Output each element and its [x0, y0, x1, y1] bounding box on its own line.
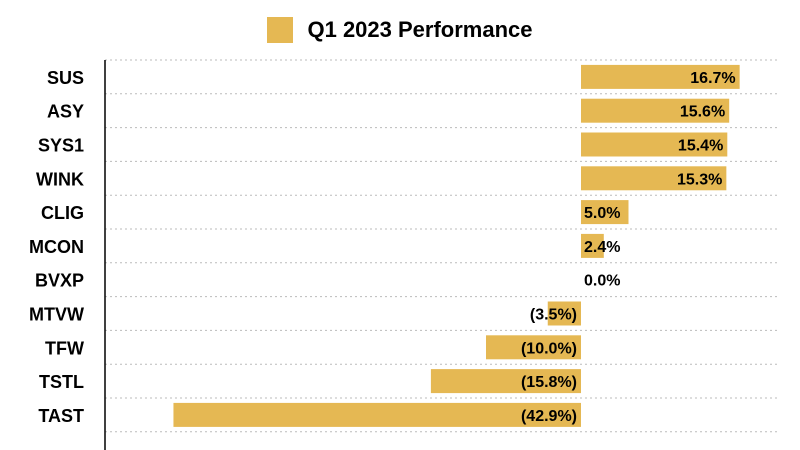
- legend-label: Q1 2023 Performance: [307, 17, 533, 42]
- category-label: TSTL: [39, 372, 84, 392]
- bar-tast: [173, 402, 581, 427]
- data-label: (15.8%): [521, 374, 577, 391]
- category-label: SYS1: [38, 136, 84, 156]
- legend-swatch: [267, 17, 294, 43]
- bar-clig: [581, 200, 629, 225]
- data-label: (3.5%): [530, 307, 577, 324]
- category-label: MTVW: [29, 305, 84, 325]
- data-label: 2.4%: [584, 239, 620, 256]
- category-label: BVXP: [35, 271, 84, 291]
- bar-mtvw: [547, 301, 581, 326]
- data-label: (10.0%): [521, 340, 577, 357]
- bar-tstl: [430, 369, 581, 394]
- bar-wink: [581, 166, 727, 191]
- data-label: 15.3%: [677, 171, 722, 188]
- data-label: 5.0%: [584, 205, 620, 222]
- data-label: 15.6%: [680, 104, 725, 121]
- bar-tfw: [486, 335, 581, 360]
- data-label: 0.0%: [584, 273, 620, 290]
- legend: Q1 2023 Performance: [0, 14, 800, 46]
- category-label: MCON: [29, 237, 84, 257]
- data-label: 16.7%: [690, 70, 735, 87]
- category-label: CLIG: [41, 203, 84, 223]
- category-label: WINK: [36, 169, 84, 189]
- category-label: ASY: [47, 102, 84, 122]
- category-label: TAST: [38, 406, 84, 426]
- data-label: (42.9%): [521, 408, 577, 425]
- bar-sys1: [581, 132, 728, 157]
- bar-sus: [581, 64, 740, 89]
- bar-asy: [581, 98, 730, 123]
- data-label: 15.4%: [678, 138, 723, 155]
- category-label: SUS: [47, 68, 84, 88]
- category-label: TFW: [45, 338, 84, 358]
- bar-mcon: [581, 233, 604, 258]
